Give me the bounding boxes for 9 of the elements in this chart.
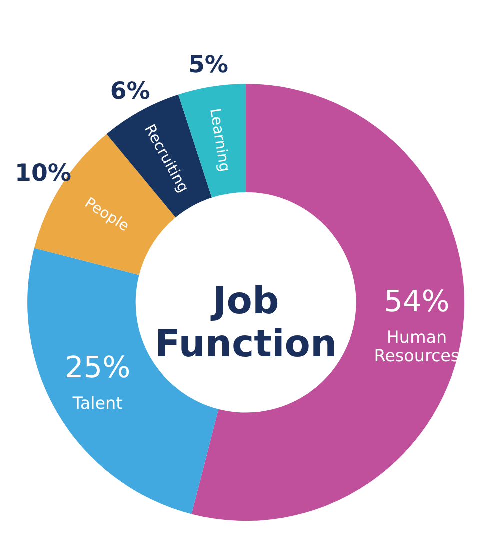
data-label: 5%: [188, 50, 229, 78]
slice-label: Learning: [206, 107, 234, 174]
data-label: 54%: [384, 284, 450, 318]
slice-label: Human Resources: [374, 326, 460, 366]
data-label: 6%: [110, 77, 150, 106]
data-label: 10%: [15, 158, 72, 187]
text: Job Function: [155, 278, 338, 366]
slice-label: Talent: [72, 392, 124, 413]
data-label: 25%: [65, 350, 131, 384]
